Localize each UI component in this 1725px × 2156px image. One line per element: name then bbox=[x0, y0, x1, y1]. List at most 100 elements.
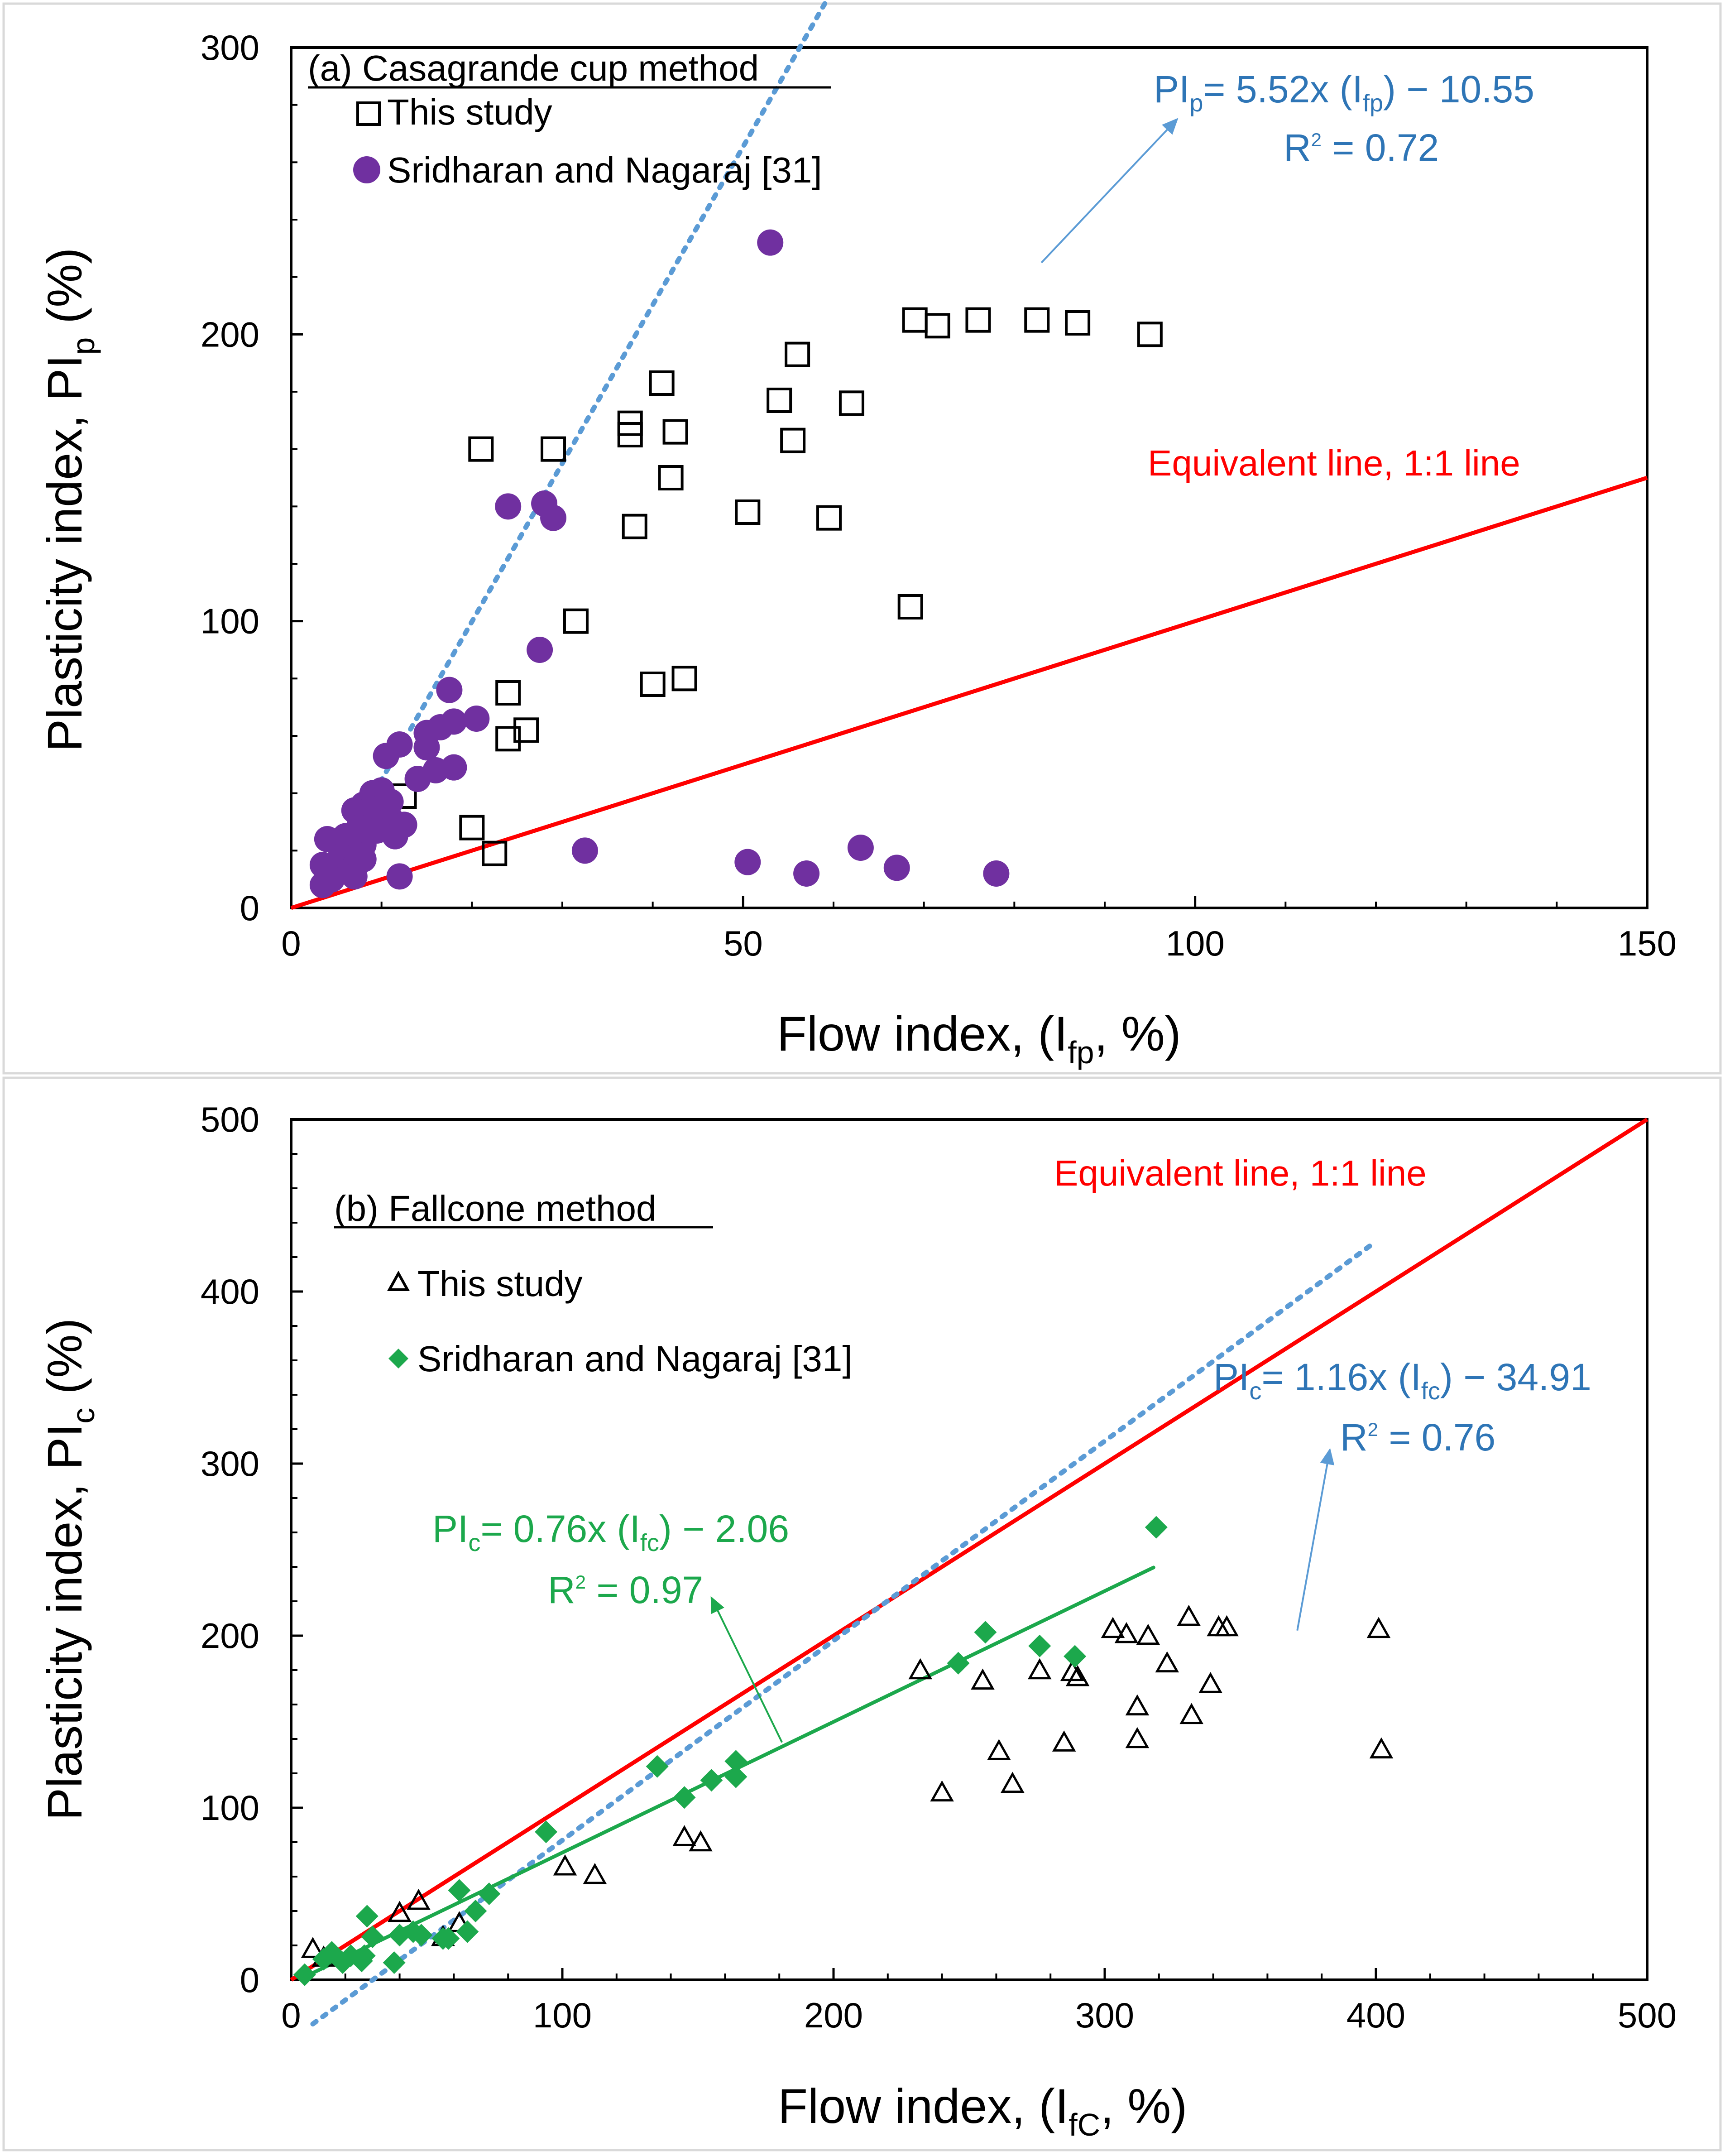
b-point-this-study bbox=[930, 1780, 954, 1802]
b-point-this-study bbox=[971, 1668, 995, 1690]
b-x-tick-label: 200 bbox=[804, 1995, 863, 2035]
b-point-sridharan bbox=[478, 1882, 501, 1905]
a-point-this-study bbox=[816, 505, 842, 531]
b-point-sridharan bbox=[700, 1769, 723, 1792]
a-point-sridharan bbox=[847, 835, 874, 861]
a-x-axis-title: Flow index, (Ifp, %) bbox=[777, 1006, 1181, 1070]
b-point-this-study bbox=[1366, 1617, 1391, 1638]
a-y-tick-label: 0 bbox=[240, 888, 259, 928]
b-point-this-study bbox=[1215, 1615, 1239, 1637]
b-point-this-study bbox=[1027, 1658, 1052, 1680]
b-point-this-study bbox=[1198, 1672, 1222, 1693]
b-y-tick-label: 400 bbox=[201, 1272, 259, 1311]
b-x-axis-title: Flow index, (IfC, %) bbox=[778, 2079, 1187, 2142]
a-equation: PIp= 5.52x (Ifp) − 10.55 bbox=[1154, 68, 1534, 117]
b-point-this-study bbox=[1136, 1623, 1160, 1645]
chart-a: 0 50 100 150 0 100 200 300 (a) Casagrande cup m… bbox=[37, 0, 1677, 1070]
a-point-this-study bbox=[495, 680, 521, 706]
a-point-this-study bbox=[468, 436, 494, 462]
b-equivalent-line-group bbox=[290, 1118, 1648, 1982]
b-point-this-study bbox=[908, 1658, 932, 1680]
a-point-sridharan bbox=[382, 823, 408, 850]
a-point-this-study bbox=[735, 499, 761, 525]
a-point-sridharan bbox=[571, 837, 598, 864]
a-point-this-study bbox=[662, 419, 688, 445]
a-point-this-study bbox=[925, 313, 950, 339]
b-point-this-study bbox=[1369, 1737, 1394, 1759]
b-point-this-study bbox=[987, 1739, 1011, 1760]
b-point-this-study bbox=[301, 1937, 325, 1958]
b-x-tick-label: 0 bbox=[281, 1995, 301, 2035]
b-point-this-study bbox=[1065, 1665, 1090, 1686]
b-equivalent-line-label: Equivalent line, 1:1 line bbox=[1054, 1153, 1427, 1193]
legend-a-this-study-marker bbox=[356, 101, 381, 126]
a-point-this-study bbox=[897, 594, 923, 619]
a-point-this-study bbox=[495, 726, 521, 752]
a-point-sridharan bbox=[983, 860, 1010, 887]
b-point-this-study bbox=[1155, 1651, 1179, 1673]
b-point-this-study bbox=[583, 1863, 607, 1884]
a-point-sridharan bbox=[413, 734, 440, 761]
b-point-sridharan bbox=[1064, 1645, 1087, 1668]
b-point-sridharan bbox=[448, 1879, 471, 1902]
a-point-this-study bbox=[622, 514, 647, 539]
a-point-this-study bbox=[780, 427, 806, 453]
b-point-sridharan bbox=[464, 1900, 487, 1922]
b-point-this-study bbox=[1125, 1727, 1150, 1748]
a-point-sridharan bbox=[436, 677, 463, 703]
a-point-this-study bbox=[459, 815, 485, 840]
legend-a-this-study-label: This study bbox=[387, 92, 552, 132]
b-y-tick-label: 100 bbox=[201, 1788, 259, 1828]
a-point-sridharan bbox=[404, 766, 431, 792]
b-y-tick-label: 0 bbox=[240, 1960, 259, 2000]
a-r2: R2 = 0.72 bbox=[1284, 126, 1439, 169]
b-arrow-group bbox=[710, 1448, 1335, 1743]
a-point-sridharan bbox=[373, 743, 399, 769]
a-x-tick-label: 100 bbox=[1166, 923, 1225, 963]
b-point-sridharan bbox=[535, 1820, 558, 1844]
a-point-this-study bbox=[671, 666, 697, 691]
a-point-this-study bbox=[965, 307, 991, 333]
b-x-tick-label: 100 bbox=[533, 1995, 592, 2035]
a-point-sridharan bbox=[757, 229, 784, 256]
a-point-sridharan bbox=[883, 855, 910, 881]
a-point-this-study bbox=[541, 436, 566, 462]
a-x-tick-label: 0 bbox=[281, 923, 301, 963]
b-y-tick-label: 300 bbox=[201, 1444, 259, 1484]
b-point-sridharan bbox=[646, 1755, 669, 1778]
a-point-sridharan bbox=[540, 504, 567, 531]
b-y-axis-title: Plasticity index, PIc (%) bbox=[37, 1318, 101, 1820]
a-point-this-study bbox=[785, 341, 810, 367]
a-trendline-group bbox=[347, 0, 830, 838]
b-point-this-study bbox=[1125, 1694, 1150, 1716]
plot-area-b bbox=[290, 1118, 1648, 1981]
b-point-sridharan bbox=[947, 1652, 970, 1675]
a-point-sridharan bbox=[734, 849, 761, 875]
b-y-tick-label: 500 bbox=[201, 1100, 259, 1139]
a-point-sridharan bbox=[386, 863, 413, 890]
b-series-sridharan bbox=[293, 1516, 1168, 1986]
b-point-this-study bbox=[1179, 1703, 1203, 1724]
b-point-sridharan bbox=[456, 1920, 479, 1943]
a-point-this-study bbox=[649, 370, 675, 396]
a-point-sridharan bbox=[495, 493, 522, 520]
a-point-this-study bbox=[640, 672, 666, 697]
b-point-sridharan bbox=[410, 1924, 433, 1947]
a-point-this-study bbox=[563, 608, 589, 634]
b-point-this-study bbox=[1001, 1772, 1025, 1793]
b-point-sridharan bbox=[355, 1905, 379, 1928]
b-x-tick-label: 300 bbox=[1075, 1995, 1134, 2035]
legend-b-this-study-label: This study bbox=[417, 1263, 583, 1304]
a-point-this-study bbox=[767, 388, 792, 413]
a-point-this-study bbox=[1065, 310, 1091, 336]
a-y-tick-label: 300 bbox=[201, 28, 259, 67]
b-point-sridharan bbox=[293, 1963, 316, 1986]
b-point-this-study bbox=[388, 1901, 412, 1922]
b-point-sridharan bbox=[383, 1951, 406, 1974]
legend-b-this-study-marker bbox=[387, 1270, 410, 1291]
b-point-sridharan bbox=[353, 1944, 376, 1967]
a-point-sridharan bbox=[441, 754, 467, 781]
a-point-sridharan bbox=[309, 872, 336, 898]
legend-b-sridharan-marker bbox=[388, 1349, 408, 1369]
